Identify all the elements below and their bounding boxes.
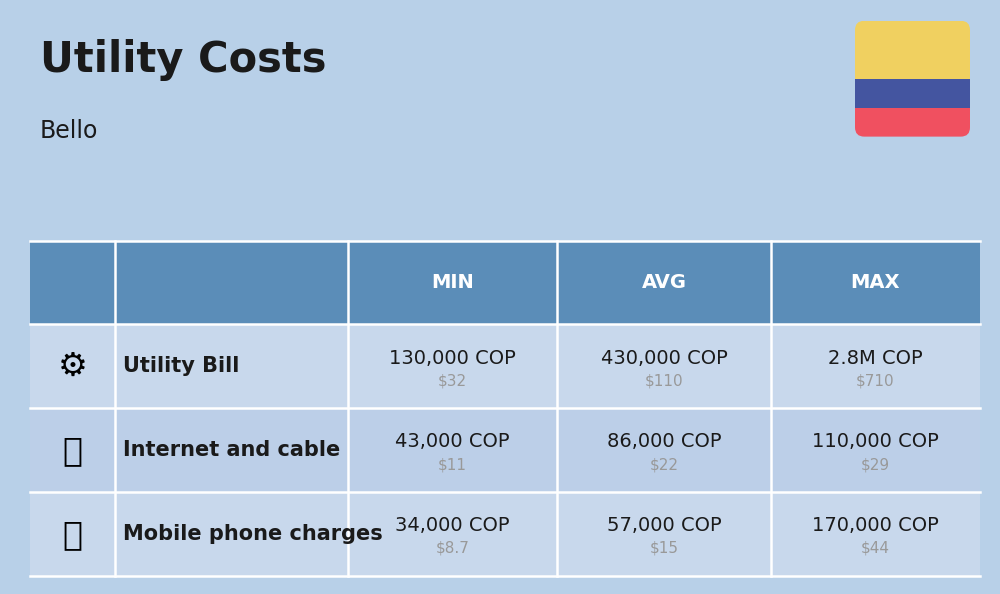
Text: 57,000 COP: 57,000 COP (607, 516, 721, 535)
Text: Mobile phone charges: Mobile phone charges (123, 525, 383, 544)
Text: $15: $15 (650, 541, 679, 556)
Text: $32: $32 (438, 373, 467, 388)
Polygon shape (855, 108, 970, 137)
Text: 170,000 COP: 170,000 COP (812, 516, 939, 535)
Text: 430,000 COP: 430,000 COP (601, 349, 727, 368)
Text: 📶: 📶 (63, 434, 83, 467)
Text: MIN: MIN (431, 273, 474, 292)
Text: 43,000 COP: 43,000 COP (395, 432, 510, 451)
Polygon shape (855, 78, 970, 108)
Text: Utility Costs: Utility Costs (40, 39, 326, 81)
Text: $8.7: $8.7 (436, 541, 470, 556)
Text: 130,000 COP: 130,000 COP (389, 349, 516, 368)
Text: $710: $710 (856, 373, 895, 388)
Text: $11: $11 (438, 457, 467, 472)
Text: $110: $110 (645, 373, 683, 388)
Text: $29: $29 (861, 457, 890, 472)
Polygon shape (855, 21, 970, 78)
Text: 📱: 📱 (63, 518, 83, 551)
Text: Utility Bill: Utility Bill (123, 356, 239, 377)
Text: 110,000 COP: 110,000 COP (812, 432, 939, 451)
Text: $22: $22 (650, 457, 679, 472)
Text: 2.8M COP: 2.8M COP (828, 349, 923, 368)
Text: Internet and cable: Internet and cable (123, 440, 340, 460)
Text: $44: $44 (861, 541, 890, 556)
Text: 86,000 COP: 86,000 COP (607, 432, 721, 451)
Text: AVG: AVG (642, 273, 687, 292)
Text: MAX: MAX (851, 273, 900, 292)
Text: Bello: Bello (40, 119, 98, 143)
Text: ⚙: ⚙ (58, 350, 88, 383)
Text: 34,000 COP: 34,000 COP (395, 516, 510, 535)
